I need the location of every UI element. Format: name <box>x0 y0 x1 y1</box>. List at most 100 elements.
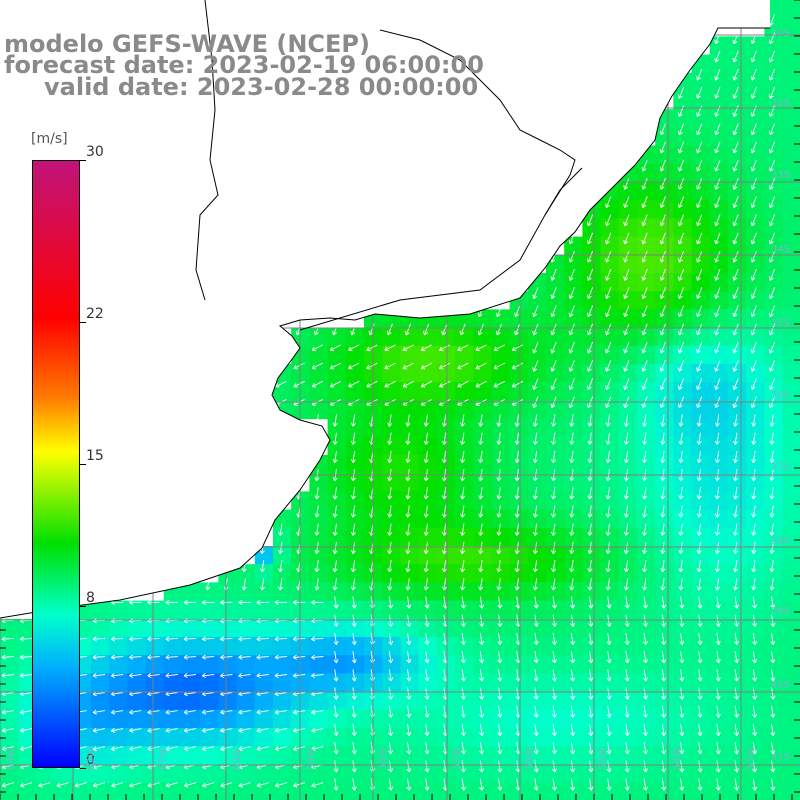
wind-arrow <box>661 687 667 700</box>
field-cell <box>600 436 620 456</box>
field-cell <box>491 509 511 529</box>
wind-arrow <box>405 523 411 536</box>
field-cell <box>673 163 693 183</box>
field-cell <box>782 418 800 438</box>
field-cell <box>546 400 565 420</box>
field-cell <box>673 236 693 256</box>
wind-arrow <box>642 450 648 463</box>
wind-arrow <box>769 432 775 445</box>
wind-arrow <box>641 178 648 190</box>
field-cell <box>345 728 365 747</box>
wind-arrow <box>641 323 648 336</box>
field-cell <box>764 309 784 329</box>
field-cell <box>0 637 19 656</box>
wind-arrow <box>768 32 776 45</box>
field-cell <box>72 764 92 784</box>
field-cell <box>746 236 765 256</box>
field-cell <box>782 145 800 165</box>
field-cell <box>509 345 529 365</box>
field-cell <box>655 673 674 693</box>
wind-arrow <box>714 450 720 463</box>
field-cell <box>673 309 693 329</box>
field-cell <box>782 436 800 456</box>
field-cell <box>182 655 201 674</box>
wind-arrow <box>493 380 505 388</box>
wind-arrow <box>696 141 703 154</box>
wind-arrow <box>732 196 739 208</box>
field-cell <box>455 436 474 456</box>
field-cell <box>309 400 329 420</box>
field-cell <box>291 709 310 729</box>
field-cell <box>764 163 784 183</box>
wind-arrow <box>551 432 557 445</box>
field-cell <box>436 600 456 620</box>
field-cell <box>764 455 784 474</box>
wind-arrow <box>770 742 776 755</box>
field-cell <box>764 218 784 238</box>
wind-arrow <box>388 687 394 700</box>
field-cell <box>637 746 656 765</box>
field-cell <box>600 582 620 602</box>
wind-arrow <box>659 141 666 154</box>
field-cell <box>709 236 729 256</box>
field-cell <box>200 637 219 656</box>
wind-arrow <box>351 778 357 791</box>
field-cell <box>746 618 765 638</box>
wind-arrow <box>19 709 33 715</box>
field-cell <box>637 764 656 784</box>
field-cell <box>618 309 638 329</box>
field-cell <box>527 455 547 474</box>
field-cell <box>546 382 565 401</box>
wind-arrow <box>642 614 648 627</box>
wind-arrow <box>733 414 739 427</box>
field-cell <box>582 782 602 800</box>
colorbar-tick-label: 22 <box>86 306 104 323</box>
field-cell <box>273 764 292 784</box>
wind-arrow <box>350 414 356 427</box>
field-cell <box>382 637 401 656</box>
field-cell <box>764 36 784 56</box>
field-cell <box>600 455 620 474</box>
field-cell <box>618 673 638 693</box>
field-cell <box>418 764 438 784</box>
field-cell <box>746 327 765 347</box>
field-cell <box>655 564 674 583</box>
wind-arrow <box>623 578 629 591</box>
field-cell <box>491 600 511 620</box>
field-cell <box>728 455 747 474</box>
field-cell <box>345 509 365 529</box>
wind-arrow <box>623 269 630 281</box>
field-cell <box>691 655 711 674</box>
wind-arrow <box>551 705 557 718</box>
wind-arrow <box>424 651 430 664</box>
wind-arrow <box>696 341 703 354</box>
field-cell <box>673 182 693 201</box>
wind-arrow <box>111 746 124 752</box>
wind-arrow <box>478 505 484 518</box>
wind-arrow <box>623 378 630 390</box>
wind-arrow <box>551 651 557 664</box>
field-cell <box>473 564 492 583</box>
wind-arrow <box>750 323 757 336</box>
field-cell <box>582 673 602 693</box>
field-cell <box>182 746 201 765</box>
wind-arrow <box>332 450 338 463</box>
wind-arrow <box>588 723 594 736</box>
field-cell <box>527 546 547 565</box>
wind-arrow <box>570 669 576 682</box>
wind-arrow <box>387 560 393 573</box>
wind-arrow <box>605 414 611 427</box>
wind-arrow <box>311 654 324 660</box>
wind-arrow <box>678 560 684 573</box>
field-cell <box>200 728 219 747</box>
field-cell <box>491 382 511 401</box>
field-cell <box>582 637 602 656</box>
field-cell <box>782 509 800 529</box>
field-cell <box>473 491 492 511</box>
wind-arrow <box>351 596 357 609</box>
field-cell <box>436 364 456 383</box>
field-cell <box>491 491 511 511</box>
wind-arrow <box>768 232 776 245</box>
wind-arrow <box>201 636 215 642</box>
field-cell <box>254 709 274 729</box>
